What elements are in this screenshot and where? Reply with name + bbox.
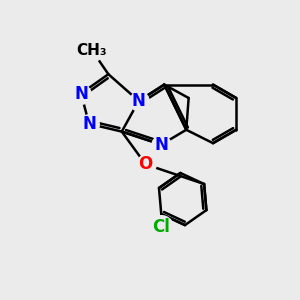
Text: Cl: Cl: [152, 218, 170, 236]
Text: O: O: [138, 155, 153, 173]
Text: N: N: [154, 136, 168, 154]
Text: N: N: [74, 85, 88, 103]
Text: CH₃: CH₃: [77, 43, 107, 58]
Text: N: N: [132, 92, 145, 110]
Text: N: N: [82, 115, 96, 133]
